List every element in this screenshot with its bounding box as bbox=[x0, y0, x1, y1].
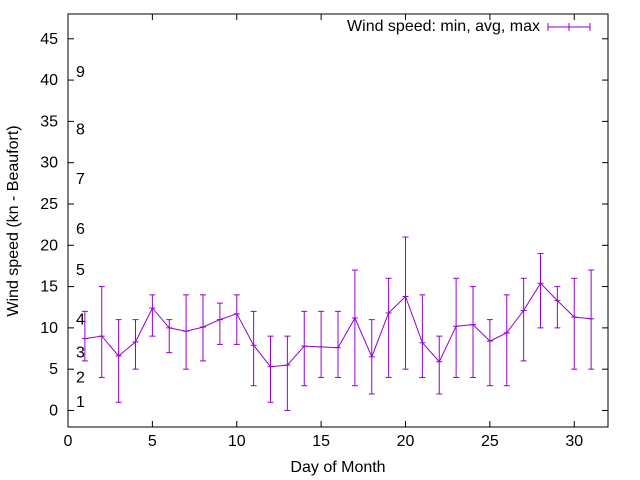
x-tick-label: 25 bbox=[481, 433, 499, 450]
y-tick-label: 25 bbox=[40, 196, 58, 213]
beaufort-label: 3 bbox=[76, 345, 85, 362]
beaufort-label: 1 bbox=[76, 394, 85, 411]
x-tick-label: 0 bbox=[64, 433, 73, 450]
x-tick-label: 30 bbox=[565, 433, 583, 450]
x-tick-label: 5 bbox=[148, 433, 157, 450]
y-tick-label: 35 bbox=[40, 113, 58, 130]
beaufort-label: 8 bbox=[76, 122, 85, 139]
x-axis-label: Day of Month bbox=[290, 459, 385, 476]
beaufort-label: 2 bbox=[76, 369, 85, 386]
y-tick-label: 40 bbox=[40, 72, 58, 89]
y-tick-label: 10 bbox=[40, 320, 58, 337]
y-axis-label: Wind speed (kn - Beaufort) bbox=[5, 125, 22, 316]
y-tick-label: 5 bbox=[49, 361, 58, 378]
beaufort-label: 9 bbox=[76, 64, 85, 81]
y-tick-label: 45 bbox=[40, 31, 58, 48]
legend: Wind speed: min, avg, max bbox=[347, 18, 591, 35]
x-tick-label: 15 bbox=[312, 433, 330, 450]
x-tick-label: 10 bbox=[228, 433, 246, 450]
beaufort-label: 4 bbox=[76, 312, 85, 329]
y-tick-label: 20 bbox=[40, 237, 58, 254]
y-tick-label: 15 bbox=[40, 279, 58, 296]
beaufort-label: 7 bbox=[76, 171, 85, 188]
y-tick-label: 0 bbox=[49, 402, 58, 419]
x-tick-label: 20 bbox=[397, 433, 415, 450]
beaufort-labels: 1 2 3 4 5 6 7 8 9 bbox=[76, 64, 85, 411]
beaufort-label: 6 bbox=[76, 221, 85, 238]
beaufort-label: 5 bbox=[76, 262, 85, 279]
legend-label: Wind speed: min, avg, max bbox=[347, 18, 540, 35]
series-layer bbox=[81, 236, 595, 411]
plot-frame bbox=[67, 13, 609, 428]
y-tick-label: 30 bbox=[40, 155, 58, 172]
